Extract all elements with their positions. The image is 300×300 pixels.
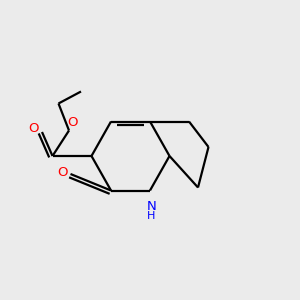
Text: H: H (147, 211, 156, 221)
Text: O: O (28, 122, 39, 136)
Text: O: O (67, 116, 77, 129)
Text: N: N (147, 200, 156, 214)
Text: O: O (58, 166, 68, 179)
